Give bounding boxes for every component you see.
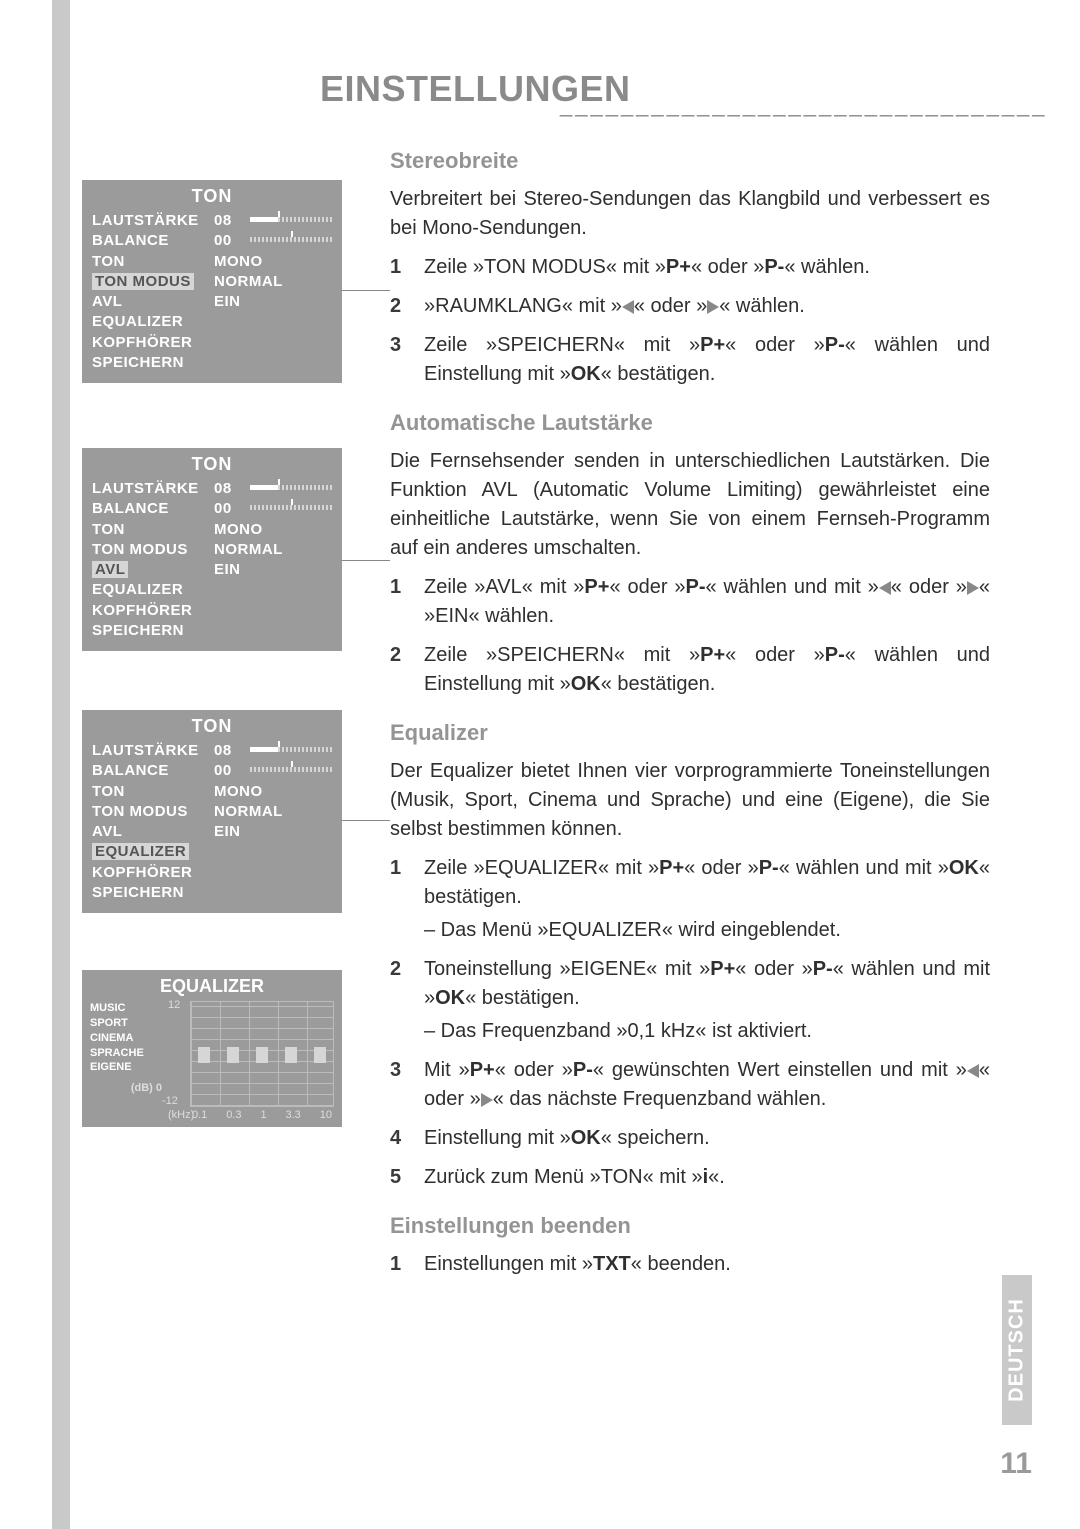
triangle-right-icon [481,1093,493,1107]
osd-header: TON [92,186,332,207]
triangle-right-icon [967,581,979,595]
triangle-left-icon [967,1064,979,1078]
step-text: Zurück zum Menü »TON« mit »i«. [424,1163,990,1192]
connector-line [342,560,390,561]
step-text: Zeile »SPEICHERN« mit »P+« oder »P-« wäh… [424,641,990,699]
triangle-left-icon [622,300,634,314]
eq-grid: 12 -12 (kHz) 0.1 0.3 1 3.3 10 [168,1001,334,1121]
language-tab: DEUTSCH [1002,1275,1032,1425]
main-column: Stereobreite Verbreitert bei Stereo-Send… [390,145,990,1297]
triangle-right-icon [707,300,719,314]
para-equalizer: Der Equalizer bietet Ihnen vier vorprogr… [390,757,990,844]
left-gutter [52,0,70,1529]
step-text: Zeile »SPEICHERN« mit »P+« oder »P-« wäh… [424,331,990,389]
step-text: Zeile »EQUALIZER« mit »P+« oder »P-« wäh… [424,854,990,945]
para-stereobreite: Verbreitert bei Stereo-Sendungen das Kla… [390,185,990,243]
triangle-left-icon [879,581,891,595]
osd-header: TON [92,716,332,737]
osd-menu-2: TON LAUTSTÄRKE08 BALANCE00 TONMONO TON M… [82,448,342,651]
eq-presets: MUSIC SPORT CINEMA SPRACHE EIGENE (dB) 0 [90,1001,164,1121]
osd-menu-1: TON LAUTSTÄRKE08 BALANCE00 TONMONO TON M… [82,180,342,383]
osd-header: TON [92,454,332,475]
title-rule: ________________________________ [560,92,1048,118]
equalizer-panel: EQUALIZER MUSIC SPORT CINEMA SPRACHE EIG… [82,970,342,1127]
heading-stereobreite: Stereobreite [390,145,990,177]
step-text: Einstellung mit »OK« speichern. [424,1124,990,1153]
step-text: Mit »P+« oder »P-« gewünschten Wert eins… [424,1056,990,1114]
osd-menu-3: TON LAUTSTÄRKE08 BALANCE00 TONMONO TON M… [82,710,342,913]
step-text: Toneinstellung »EIGENE« mit »P+« oder »P… [424,955,990,1046]
connector-line [342,290,390,291]
heading-avl: Automatische Lautstärke [390,407,990,439]
step-text: Zeile »TON MODUS« mit »P+« oder »P-« wäh… [424,253,990,282]
step-text: Einstellungen mit »TXT« beenden. [424,1250,990,1279]
para-avl: Die Fernsehsender senden in unterschiedl… [390,447,990,563]
heading-beenden: Einstellungen beenden [390,1210,990,1242]
eq-header: EQUALIZER [90,976,334,997]
connector-line [342,820,390,821]
step-text: Zeile »AVL« mit »P+« oder »P-« wählen un… [424,573,990,631]
page-number: 11 [1000,1447,1032,1481]
step-text: »RAUMKLANG« mit »« oder »« wählen. [424,292,990,321]
heading-equalizer: Equalizer [390,717,990,749]
